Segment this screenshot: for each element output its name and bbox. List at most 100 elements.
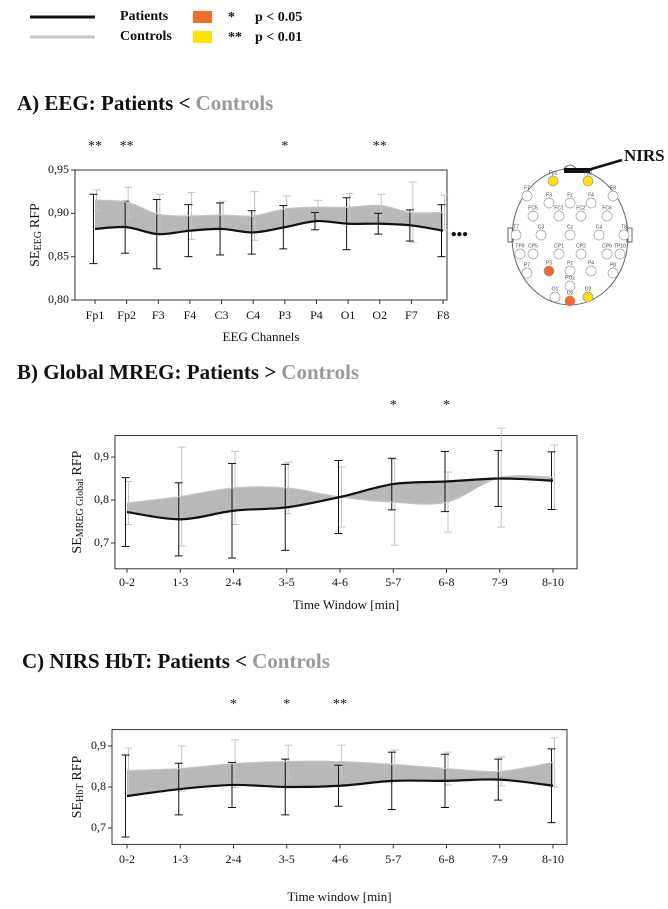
x-axis-label: Time Window [min] bbox=[293, 597, 399, 612]
electrode-label: F3 bbox=[546, 192, 552, 198]
legend-symbol: * bbox=[228, 10, 235, 25]
difference-area bbox=[95, 200, 443, 234]
title-text: C) NIRS HbT: Patients < bbox=[22, 649, 247, 673]
x-tick-label: 7-9 bbox=[492, 852, 508, 866]
electrode-label: T7 bbox=[513, 224, 519, 230]
electrode-label: CP6 bbox=[602, 243, 612, 249]
x-tick-label: 8-10 bbox=[542, 852, 564, 866]
chart-title: C) NIRS HbT: Patients <Controls bbox=[22, 649, 330, 673]
electrode-label: O2 bbox=[585, 286, 592, 292]
y-label-sub: MREG Global bbox=[75, 478, 86, 537]
legend-label: Controls bbox=[120, 29, 172, 44]
significance-star: ** bbox=[120, 139, 134, 154]
plot-frame bbox=[75, 170, 447, 300]
electrode bbox=[608, 268, 618, 278]
electrode bbox=[544, 198, 554, 208]
y-tick-label: 0,7 bbox=[94, 535, 109, 549]
electrode bbox=[586, 198, 596, 208]
y-label-unit: RFP bbox=[70, 755, 85, 780]
electrode-label: P4 bbox=[588, 260, 594, 266]
electrode bbox=[576, 249, 586, 259]
x-tick-label: O1 bbox=[341, 308, 356, 322]
electrode-label: F4 bbox=[588, 192, 594, 198]
x-tick-label: 5-7 bbox=[385, 575, 401, 589]
x-tick-label: 3-5 bbox=[279, 575, 295, 589]
electrode bbox=[602, 211, 612, 221]
electrode bbox=[583, 292, 593, 302]
x-tick-label: 5-7 bbox=[385, 852, 401, 866]
title-highlight: Controls bbox=[281, 360, 359, 384]
title-text: A) EEG: Patients < bbox=[17, 91, 191, 115]
significance-star: * bbox=[283, 697, 290, 712]
electrode bbox=[565, 230, 575, 240]
electrode bbox=[565, 198, 575, 208]
title-highlight: Controls bbox=[252, 649, 330, 673]
x-tick-label: 4-6 bbox=[332, 575, 348, 589]
electrode-label: P8 bbox=[610, 262, 616, 268]
y-tick-label: 0,90 bbox=[48, 205, 69, 219]
y-label-sub: HbT bbox=[75, 784, 86, 802]
electrode-label: O1 bbox=[552, 286, 559, 292]
legend-swatch bbox=[193, 11, 212, 23]
nirs-pointer bbox=[588, 160, 622, 170]
x-tick-label: Fp2 bbox=[117, 308, 136, 322]
electrode-label: C3 bbox=[538, 224, 545, 230]
y-label-unit: RFP bbox=[70, 451, 85, 476]
legend-swatch bbox=[193, 31, 212, 43]
legend-label: p < 0.05 bbox=[255, 10, 302, 25]
electrode bbox=[528, 249, 538, 259]
electrode bbox=[554, 211, 564, 221]
electrode bbox=[565, 296, 575, 306]
electrode bbox=[576, 211, 586, 221]
significance-star: * bbox=[390, 398, 397, 413]
y-label-main: SE bbox=[70, 802, 85, 818]
y-tick-label: 0,8 bbox=[91, 779, 106, 793]
electrode-label: Pz bbox=[567, 260, 573, 266]
title-highlight: Controls bbox=[196, 91, 274, 115]
x-tick-label: 3-5 bbox=[279, 852, 295, 866]
electrode bbox=[602, 249, 612, 259]
x-tick-label: 2-4 bbox=[226, 575, 242, 589]
electrode bbox=[583, 176, 593, 186]
chart-title: B) Global MREG: Patients >Controls bbox=[17, 360, 359, 384]
significance-star: * bbox=[443, 398, 450, 413]
significance-star: ** bbox=[373, 139, 387, 154]
electrode bbox=[550, 292, 560, 302]
electrode-label: Cz bbox=[567, 224, 574, 230]
y-label-sub: EEG bbox=[33, 231, 44, 250]
y-tick-label: 0,7 bbox=[91, 820, 106, 834]
x-axis-label: EEG Channels bbox=[223, 329, 300, 344]
electrode bbox=[515, 249, 525, 259]
nirs-label: NIRS bbox=[624, 146, 665, 165]
electrode bbox=[608, 191, 618, 201]
y-axis-label: SEMREG Global RFP bbox=[70, 451, 86, 554]
legend-label: p < 0.01 bbox=[255, 30, 302, 45]
continuation-dots: ••• bbox=[451, 227, 468, 244]
x-tick-label: F3 bbox=[152, 308, 165, 322]
y-tick-label: 0,85 bbox=[48, 248, 69, 262]
x-tick-label: F7 bbox=[405, 308, 418, 322]
x-tick-label: P4 bbox=[310, 308, 323, 322]
x-tick-label: 2-4 bbox=[226, 852, 242, 866]
electrode bbox=[528, 211, 538, 221]
electrode bbox=[619, 230, 629, 240]
electrode bbox=[548, 176, 558, 186]
x-tick-label: 6-8 bbox=[439, 852, 455, 866]
electrode-label: TP9 bbox=[515, 243, 524, 249]
legend-symbol: ** bbox=[228, 30, 242, 45]
electrode-label: F7 bbox=[524, 185, 530, 191]
y-label-main: SE bbox=[28, 251, 43, 267]
electrode-label: P3 bbox=[546, 260, 552, 266]
electrode bbox=[522, 191, 532, 201]
y-label-main: SE bbox=[70, 537, 85, 553]
x-tick-label: C3 bbox=[215, 308, 229, 322]
x-tick-label: Fp1 bbox=[86, 308, 105, 322]
chart-title: A) EEG: Patients <Controls bbox=[17, 91, 273, 115]
electrode-label: Fp2 bbox=[584, 170, 593, 176]
y-tick-label: 0,95 bbox=[48, 162, 69, 176]
electrode bbox=[522, 268, 532, 278]
x-tick-label: C4 bbox=[246, 308, 260, 322]
electrode-label: CP5 bbox=[528, 243, 538, 249]
electrode-label: Fz bbox=[567, 192, 573, 198]
